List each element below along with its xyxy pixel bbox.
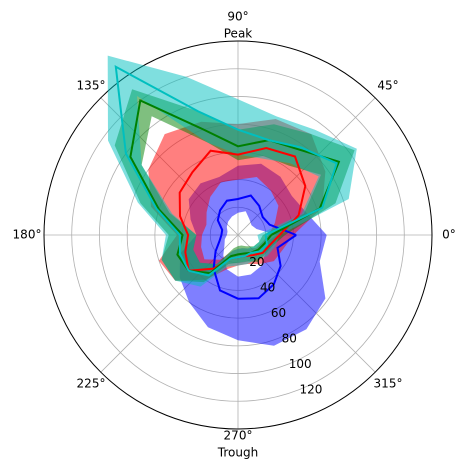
angle-label-45: 45° [377,79,398,93]
angle-label-135: 135° [77,79,106,93]
r-tick-label-60: 60 [271,306,286,320]
tick-labels: 90° Peak 45° 135° 0° 180° 225° 315° 270°… [13,10,456,460]
angle-label-225: 225° [77,377,106,391]
r-tick-label-20: 20 [249,255,264,269]
polar-outline [43,40,433,430]
angle-label-315: 315° [374,377,403,391]
r-tick-label-120: 120 [300,383,323,397]
angle-label-0: 0° [442,228,456,242]
line-series-3 [114,65,338,277]
angle-label-90: 90° [227,10,248,24]
angle-label-180: 180° [13,228,42,242]
r-tick-label-40: 40 [260,281,275,295]
line-series-1 [178,146,307,272]
annotation-bottom: Trough [217,446,258,460]
angle-label-270: 270° [224,429,253,443]
mean-lines [114,65,341,300]
r-tick-label-80: 80 [282,332,297,346]
annotation-top: Peak [224,27,253,41]
line-series-0 [212,194,297,300]
r-tick-label-100: 100 [289,357,312,371]
